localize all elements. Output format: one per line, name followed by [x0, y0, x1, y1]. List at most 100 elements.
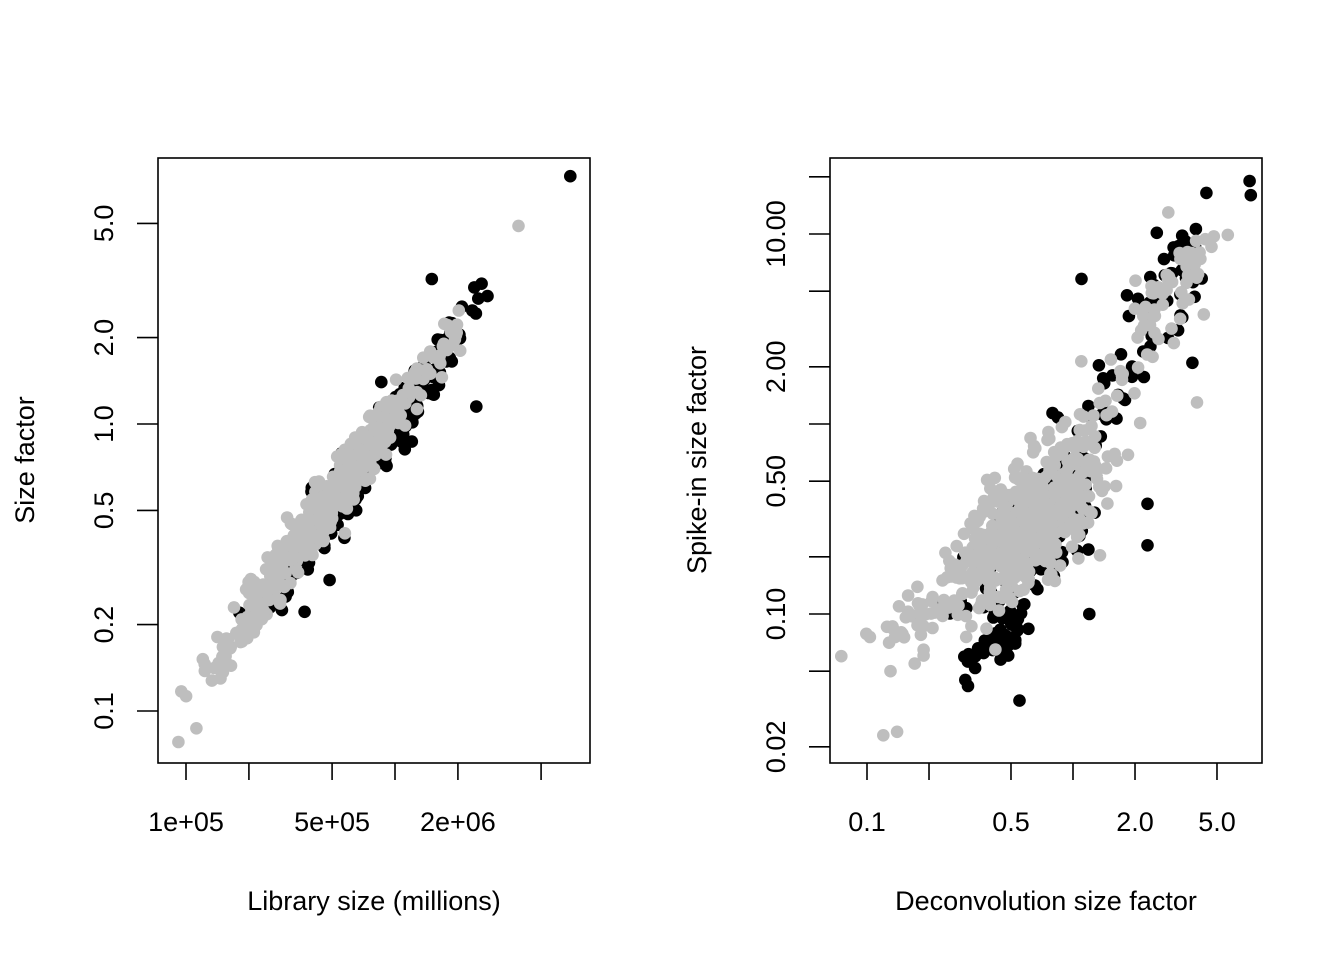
- data-point: [913, 605, 927, 619]
- data-point: [410, 402, 424, 416]
- data-point: [911, 580, 924, 594]
- left-y-axis-title: Size factor: [10, 396, 40, 524]
- y-tick-label: 1.0: [89, 405, 119, 443]
- data-point: [1092, 382, 1105, 395]
- x-tick-label: 5e+05: [294, 807, 370, 837]
- data-point: [1131, 361, 1145, 374]
- data-point: [899, 611, 913, 624]
- data-point: [1066, 490, 1079, 503]
- data-point: [1028, 501, 1042, 514]
- data-point: [1099, 394, 1112, 408]
- x-tick-label: 2e+06: [420, 807, 496, 837]
- data-point: [997, 555, 1010, 569]
- data-point: [1083, 607, 1096, 621]
- data-point: [1070, 530, 1084, 544]
- y-tick-label: 0.5: [89, 492, 119, 530]
- left-scatter-points: [172, 169, 577, 749]
- data-point: [1007, 558, 1020, 571]
- x-tick-label: 2.0: [1116, 807, 1154, 837]
- data-point: [926, 590, 939, 604]
- data-point: [1010, 493, 1024, 506]
- right-plot-frame: [829, 157, 1263, 764]
- y-tick-label: 0.10: [761, 588, 791, 641]
- left-x-axis: 1e+05 5e+05 2e+06: [148, 763, 542, 837]
- data-point: [962, 647, 975, 661]
- data-point: [1013, 694, 1026, 707]
- data-point: [1159, 282, 1172, 296]
- data-point: [926, 621, 939, 635]
- y-tick-label: 0.02: [761, 721, 791, 774]
- data-point: [956, 587, 969, 600]
- data-point: [1148, 309, 1162, 323]
- data-point: [452, 304, 466, 317]
- data-point: [1104, 353, 1118, 366]
- data-point: [1243, 174, 1256, 188]
- data-point: [1173, 312, 1187, 326]
- data-point: [992, 604, 1006, 617]
- data-point: [1073, 423, 1086, 437]
- data-point: [1093, 549, 1107, 562]
- data-point: [1003, 635, 1017, 648]
- data-point: [388, 411, 402, 424]
- data-point: [221, 658, 235, 671]
- data-point: [175, 685, 188, 698]
- data-point: [301, 563, 315, 576]
- data-point: [1040, 501, 1054, 514]
- left-panel: 1e+05 5e+05 2e+06 0.1 0.2 0.5 1.0 2.0 5.0 Libra…: [10, 157, 591, 916]
- data-point: [1017, 484, 1031, 497]
- data-point: [1033, 520, 1047, 534]
- data-point: [1008, 571, 1022, 584]
- data-point: [475, 277, 488, 291]
- data-point: [363, 409, 377, 423]
- data-point: [957, 527, 971, 541]
- data-point: [472, 292, 485, 305]
- data-point: [1045, 568, 1058, 581]
- data-point: [1152, 332, 1165, 346]
- data-point: [1175, 229, 1189, 242]
- data-point: [1121, 448, 1135, 462]
- data-point: [1043, 432, 1056, 446]
- data-point: [1055, 420, 1069, 434]
- data-point: [1141, 497, 1154, 511]
- data-point: [1087, 455, 1101, 468]
- data-point: [1156, 298, 1169, 312]
- data-point: [190, 722, 203, 735]
- data-point: [338, 527, 352, 540]
- data-point: [1042, 467, 1055, 481]
- data-point: [980, 622, 993, 635]
- data-point: [239, 583, 253, 596]
- right-x-axis: 0.1 0.5 2.0 5.0: [848, 763, 1236, 837]
- data-point: [512, 219, 525, 233]
- data-point: [379, 448, 393, 461]
- data-point: [1099, 462, 1113, 475]
- data-point: [435, 371, 449, 384]
- data-point: [1071, 514, 1084, 527]
- data-point: [1221, 228, 1235, 242]
- data-point: [1182, 293, 1196, 306]
- data-point: [980, 473, 994, 487]
- data-point: [284, 517, 298, 530]
- data-point: [1020, 545, 1034, 559]
- data-point: [981, 574, 995, 587]
- data-point: [1090, 466, 1103, 480]
- data-point: [1096, 372, 1110, 385]
- data-point: [256, 578, 270, 591]
- data-point: [1131, 292, 1145, 306]
- data-point: [914, 628, 928, 642]
- data-point: [1136, 309, 1150, 323]
- data-point: [1003, 608, 1017, 621]
- data-point: [1082, 543, 1095, 556]
- data-point: [375, 375, 388, 389]
- data-point: [959, 673, 972, 687]
- x-tick-label: 1e+05: [148, 807, 224, 837]
- data-point: [1065, 540, 1079, 553]
- data-point: [1039, 554, 1052, 568]
- data-point: [1046, 406, 1059, 420]
- data-point: [1191, 267, 1205, 281]
- data-point: [371, 434, 385, 448]
- data-point: [172, 735, 185, 749]
- data-point: [442, 340, 456, 354]
- data-point: [1077, 410, 1090, 423]
- data-point: [250, 618, 263, 632]
- y-tick-label: 2.0: [89, 319, 119, 357]
